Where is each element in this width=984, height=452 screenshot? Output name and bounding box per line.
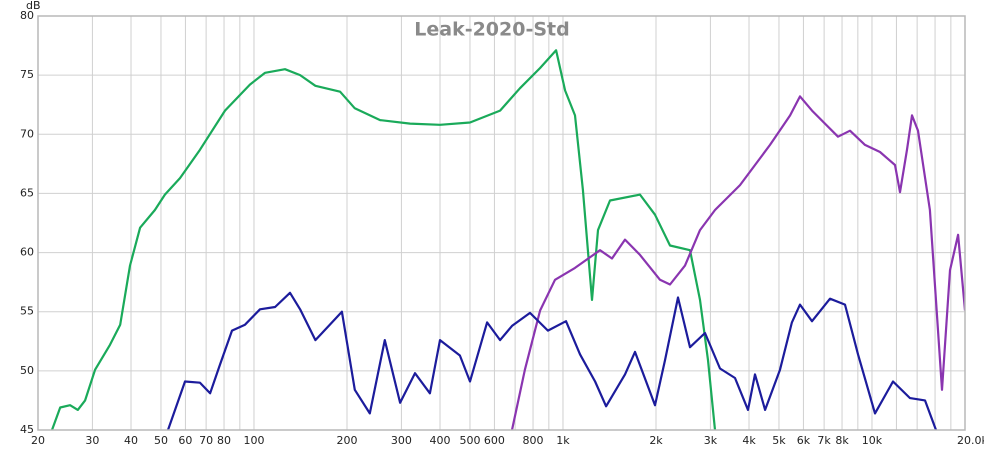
- x-tick-label: 60: [178, 434, 192, 447]
- x-tick-label: 800: [523, 434, 544, 447]
- x-tick-label: 80: [217, 434, 231, 447]
- x-tick-label: 2k: [649, 434, 663, 447]
- x-tick-label: 30: [85, 434, 99, 447]
- chart-title: Leak-2020-Std: [414, 19, 569, 41]
- x-tick-label: 200: [337, 434, 358, 447]
- x-tick-label: 4k: [742, 434, 756, 447]
- series-line: [166, 291, 938, 430]
- x-tick-label: 20.0k Hz: [957, 434, 984, 447]
- plot-frame: [37, 15, 966, 431]
- x-tick-label: 400: [430, 434, 451, 447]
- y-tick-label: 75: [20, 68, 34, 81]
- y-tick-label: 60: [20, 246, 34, 259]
- x-tick-label: 300: [391, 434, 412, 447]
- x-tick-label: 40: [124, 434, 138, 447]
- y-tick-label: 45: [20, 423, 34, 436]
- x-tick-label: 5k: [772, 434, 786, 447]
- y-tick-label: 80: [20, 9, 34, 22]
- plot-area: [38, 16, 965, 430]
- x-tick-label: 10k: [862, 434, 883, 447]
- y-axis-label: dB: [26, 0, 41, 12]
- x-tick-label: 3k: [704, 434, 718, 447]
- x-tick-label: 1k: [556, 434, 570, 447]
- series-line: [50, 49, 717, 430]
- tick-labels: 45 50 55 60 65 70 75 80 20 30 40 50 60 70 80 100 200 300 4…: [20, 9, 984, 447]
- grid: [37, 15, 966, 431]
- x-tick-label: 50: [154, 434, 168, 447]
- x-tick-label: 7k: [817, 434, 831, 447]
- y-tick-label: 55: [20, 305, 34, 318]
- y-tick-label: 50: [20, 364, 34, 377]
- y-tick-label: 65: [20, 186, 34, 199]
- x-tick-label: 500: [459, 434, 480, 447]
- x-tick-label: 20: [31, 434, 45, 447]
- x-tick-label: 8k: [835, 434, 849, 447]
- x-tick-label: 6k: [797, 434, 811, 447]
- y-tick-label: 70: [20, 127, 34, 140]
- lines: [50, 49, 965, 430]
- x-tick-label: 100: [243, 434, 264, 447]
- x-tick-label: 600: [484, 434, 505, 447]
- x-tick-label: 70: [199, 434, 213, 447]
- series-line: [510, 95, 965, 430]
